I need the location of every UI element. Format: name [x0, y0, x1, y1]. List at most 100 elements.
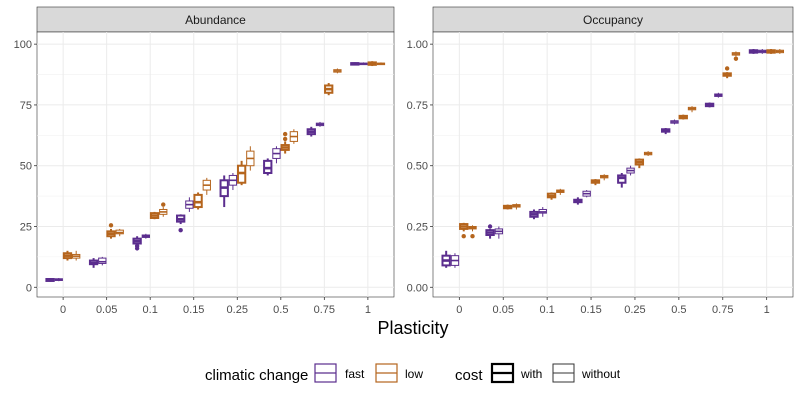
xtick-label: 0.25 — [624, 304, 645, 316]
box-fast-without-0.15 — [185, 197, 194, 212]
strip-occupancy — [432, 6, 794, 33]
xtick-label: 0.1 — [143, 304, 158, 316]
ytick-label: 0.25 — [407, 221, 428, 233]
xaxis-abundance: 0 0.05 0.1 0.15 0.25 0.5 0.75 1 — [60, 297, 371, 316]
box-low-without-0.05 — [512, 203, 521, 210]
xtick-label: 0.15 — [580, 304, 601, 316]
box-low-with-0.05 — [502, 204, 513, 210]
legend-label-with: with — [520, 367, 542, 381]
box-fast-without-0.05 — [494, 226, 504, 239]
plot-area-occupancy — [432, 31, 794, 298]
outlier-point — [178, 227, 183, 233]
box-fast-without-0 — [54, 278, 63, 282]
strip-title-occupancy: Occupancy — [583, 13, 643, 27]
box-low-with-0.25 — [634, 158, 645, 169]
xtick-label: 0.05 — [96, 304, 117, 316]
outlier-point — [282, 131, 288, 137]
xtick-label: 0.5 — [273, 304, 288, 316]
outlier-point — [134, 243, 140, 249]
boxes-abundance — [45, 61, 386, 282]
box-low-with-0.5 — [280, 131, 290, 154]
xtick-label: 0.1 — [539, 304, 554, 316]
xtick-label: 1 — [764, 304, 770, 316]
box-fast-with-0 — [441, 250, 451, 268]
xtick-label: 0.75 — [712, 304, 733, 316]
legend-label-low: low — [405, 367, 423, 381]
legend: climatic change fast low cost with witho… — [205, 362, 621, 384]
box-fast-without-0.1 — [141, 233, 150, 239]
box-fast-without-1 — [359, 62, 368, 66]
box-fast-without-0.5 — [670, 119, 679, 125]
outlier-point — [487, 224, 493, 229]
box-low-with-0.75 — [324, 83, 334, 96]
box-fast-with-0.15 — [176, 214, 186, 233]
outlier-point — [733, 56, 739, 61]
ytick-label: 1.00 — [407, 39, 428, 51]
legend-label-without: without — [581, 367, 621, 381]
box-fast-without-0.25 — [228, 173, 238, 191]
ytick-label: 75 — [20, 100, 32, 112]
box-low-with-0.5 — [678, 114, 688, 120]
xtick-label: 0.05 — [493, 304, 514, 316]
outlier-point — [282, 136, 288, 142]
boxes-occupancy — [441, 49, 785, 268]
box-low-without-1 — [376, 62, 386, 66]
xtick-label: 0.5 — [671, 304, 686, 316]
box-fast-with-0.5 — [263, 158, 273, 176]
box-fast-without-0.25 — [626, 165, 635, 176]
box-low-without-0.25 — [246, 146, 255, 171]
box-low-with-0.1 — [149, 211, 160, 220]
box-low-without-0.5 — [687, 106, 697, 113]
outlier-point — [108, 223, 114, 228]
box-low-without-0.15 — [600, 174, 609, 181]
box-low-with-0.15 — [193, 192, 203, 210]
xtick-label: 0 — [60, 304, 66, 316]
box-fast-without-0 — [450, 253, 460, 268]
yaxis-abundance: 0 25 50 75 100 — [14, 39, 37, 294]
strip-title-abundance: Abundance — [185, 13, 246, 27]
ytick-label: 0.75 — [407, 100, 428, 112]
box-low-with-0.05 — [106, 223, 116, 239]
ytick-label: 100 — [14, 39, 32, 51]
box-low-with-0.15 — [590, 179, 601, 186]
box-low-with-1 — [367, 61, 377, 67]
box-low-with-0 — [62, 250, 73, 261]
box-low-without-0.75 — [333, 68, 342, 74]
box-fast-without-0.05 — [98, 256, 107, 266]
box-fast-without-0.75 — [714, 92, 723, 98]
box-fast-with-0.05 — [88, 258, 99, 268]
legend-key-without — [552, 363, 575, 383]
legend-key-low — [375, 363, 398, 383]
outlier-point — [470, 234, 475, 239]
xtick-label: 0.15 — [183, 304, 204, 316]
xtick-label: 0.75 — [314, 304, 335, 316]
box-fast-with-0 — [45, 278, 55, 282]
legend-title-cost: cost — [455, 367, 483, 384]
box-fast-with-0.25 — [219, 175, 229, 208]
box-low-without-1 — [775, 49, 785, 54]
legend-label-fast: fast — [345, 367, 365, 381]
xtick-label: 1 — [365, 304, 371, 316]
panel-abundance: Abundance 0 25 50 75 100 0 0.05 0.1 0.15 0.25 0.5… — [14, 6, 395, 316]
box-low-without-0.25 — [643, 151, 653, 156]
outlier-point — [161, 202, 166, 207]
box-fast-with-0.15 — [573, 197, 583, 205]
legend-title-climate: climatic change — [205, 367, 308, 384]
xtick-label: 0.25 — [227, 304, 248, 316]
ytick-label: 0.00 — [407, 282, 428, 294]
ytick-label: 0 — [26, 282, 32, 294]
box-fast-without-0.1 — [538, 207, 547, 217]
box-low-with-0.1 — [546, 192, 557, 200]
strip-abundance — [36, 6, 395, 33]
box-fast-with-0.75 — [306, 126, 316, 137]
box-low-with-0.25 — [236, 160, 247, 186]
box-low-without-0.1 — [556, 188, 565, 195]
box-fast-with-0.75 — [704, 102, 715, 108]
panel-occupancy: Occupancy 0.000.250.500.751.00 0 0.05 0.1 0… — [407, 6, 794, 316]
box-low-without-0.1 — [159, 202, 168, 217]
plot-area-abundance — [36, 31, 395, 298]
yaxis-occupancy: 0.00 0.25 0.50 0.75 1.00 — [407, 39, 433, 294]
box-fast-without-1 — [758, 49, 767, 54]
box-low-without-0.75 — [731, 51, 741, 61]
